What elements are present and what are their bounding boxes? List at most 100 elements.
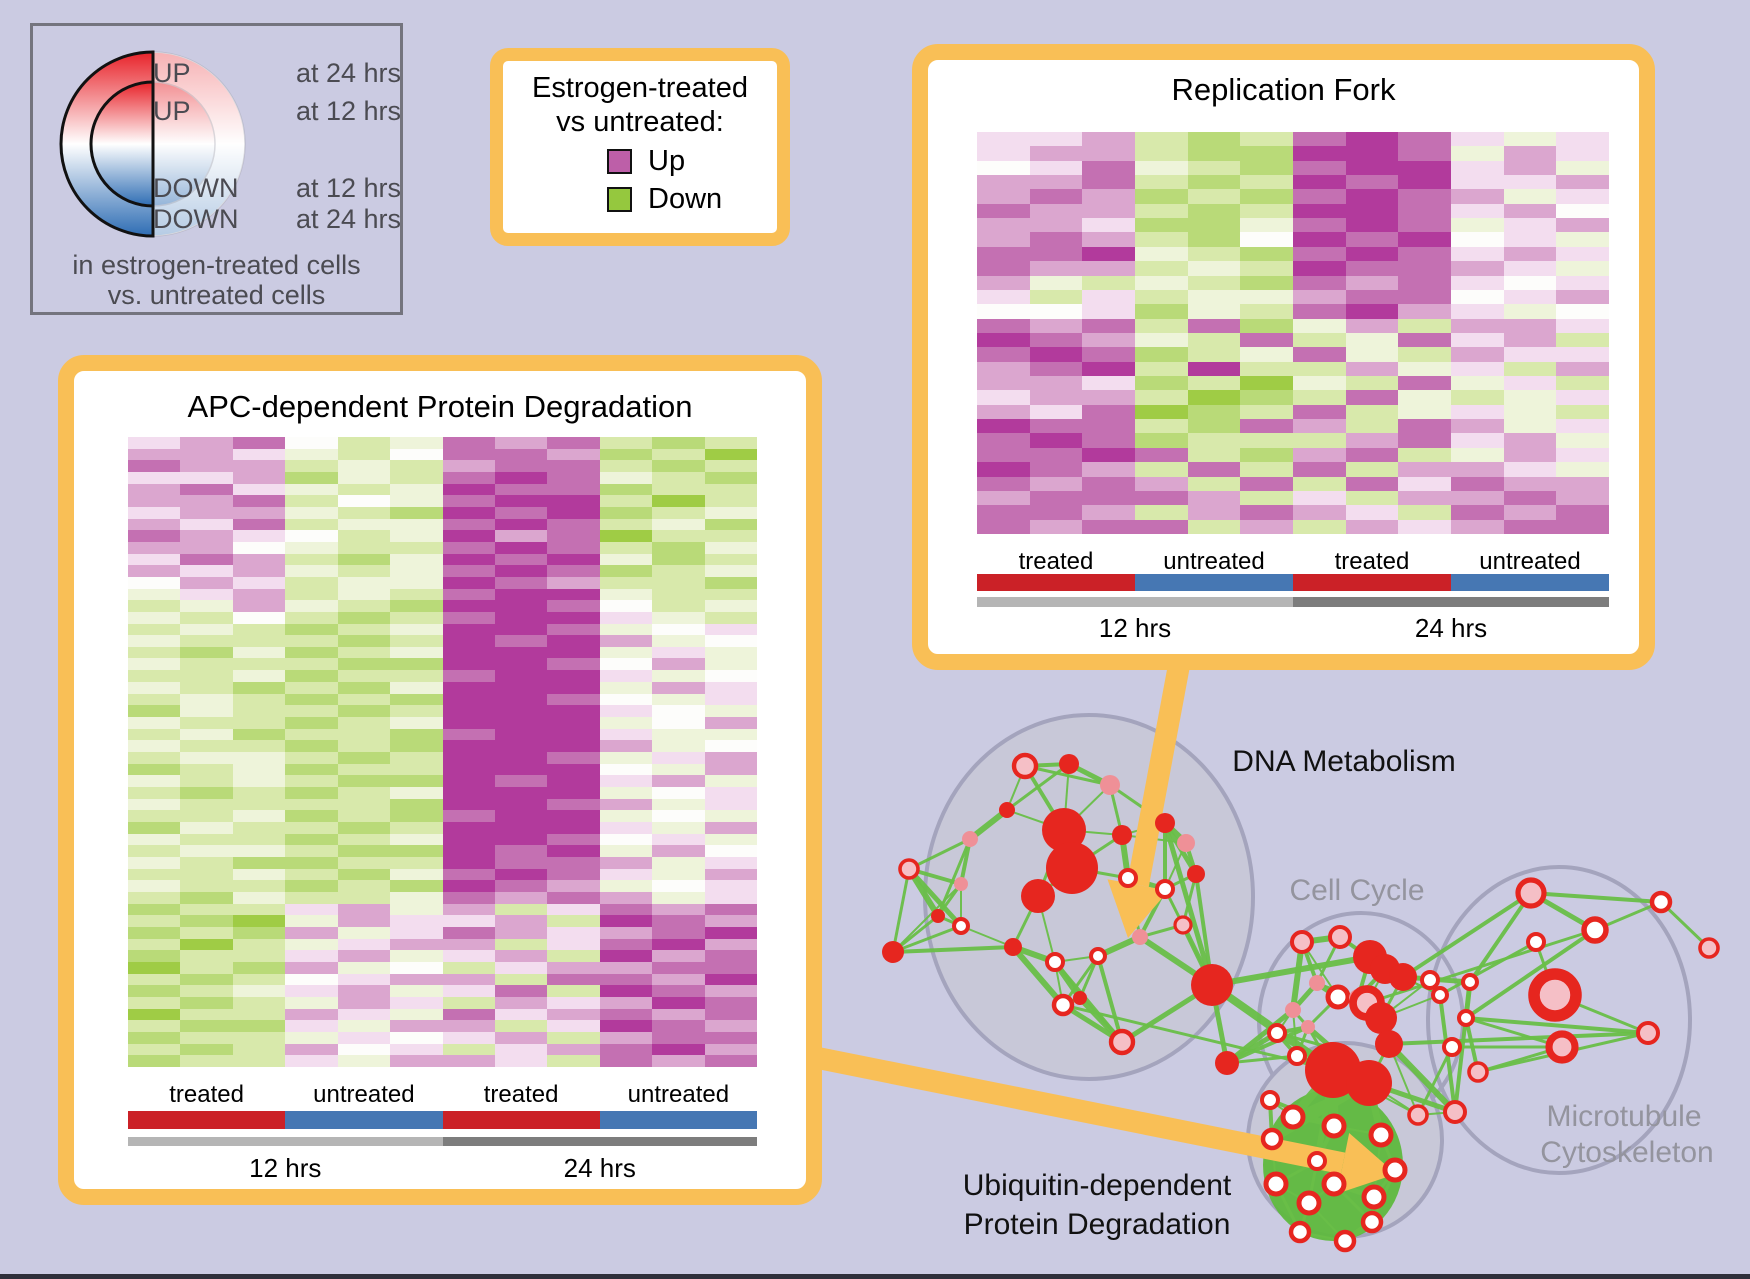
group-label-treated: treated xyxy=(1334,548,1410,575)
gene-node xyxy=(1046,842,1098,894)
gene-node xyxy=(1461,973,1479,991)
updown-circle-icon xyxy=(59,50,246,238)
gene-node xyxy=(1526,932,1546,952)
legend-direction: UP xyxy=(153,96,191,126)
gene-node xyxy=(1187,865,1205,883)
gene-node xyxy=(1021,879,1055,913)
legend-caption-line1: in estrogen-treated cells xyxy=(72,250,361,280)
legend-direction: UP xyxy=(153,58,191,88)
gene-node xyxy=(1263,1171,1289,1197)
estrogen-legend-title: Estrogen-treated vs untreated: xyxy=(503,71,777,139)
panel-arrow xyxy=(815,1047,1346,1175)
gene-node xyxy=(1260,1127,1284,1151)
time-label-12hrs: 12 hrs xyxy=(249,1153,322,1183)
gene-node xyxy=(1325,984,1351,1010)
gene-node xyxy=(1309,975,1325,991)
gene-node xyxy=(1361,1184,1387,1210)
gene-node xyxy=(1173,915,1193,935)
legend-direction: DOWN xyxy=(153,204,239,234)
gene-node xyxy=(1321,1113,1347,1139)
legend-time: at 24 hrs xyxy=(295,58,401,88)
estrogen-legend-title-line2: vs untreated: xyxy=(556,106,724,139)
gene-node xyxy=(1155,813,1175,833)
gene-node xyxy=(882,941,904,963)
replication-fork-title: Replication Fork xyxy=(1171,72,1396,107)
group-label-treated: treated xyxy=(169,1081,244,1108)
gene-node xyxy=(952,917,970,935)
replication-fork-panel: Replication Fork treated untreated treat… xyxy=(912,44,1655,670)
apc-time-labels: 12 hrs 24 hrs xyxy=(128,1153,757,1184)
gene-node xyxy=(1545,1030,1579,1064)
gene-node xyxy=(1443,1100,1467,1124)
gene-node xyxy=(1280,1104,1306,1130)
untreated-bar xyxy=(285,1111,443,1129)
estrogen-legend-title-line1: Estrogen-treated xyxy=(531,72,748,104)
treated-bar xyxy=(977,574,1135,591)
gene-node xyxy=(1177,834,1195,852)
gene-node xyxy=(1260,1090,1280,1110)
gene-node xyxy=(1287,1046,1307,1066)
gene-node xyxy=(954,877,968,891)
gene-node xyxy=(1698,937,1720,959)
gene-node xyxy=(1118,868,1138,888)
gene-node xyxy=(1191,964,1233,1006)
apc-time-bars xyxy=(128,1137,757,1146)
gene-node xyxy=(1307,1151,1327,1171)
legend-row-down: Down xyxy=(607,183,777,216)
estrogen-legend-box: Estrogen-treated vs untreated: Up Down xyxy=(490,48,790,246)
rf-group-labels: treated untreated treated untreated xyxy=(977,548,1609,576)
gene-node xyxy=(1004,938,1022,956)
legend-row-up-12: UP at 12 hrs xyxy=(153,96,401,127)
network-label-cell-cycle: Cell Cycle xyxy=(1289,874,1425,907)
circle-legend-box: UP at 24 hrs UP at 12 hrs DOWN at 12 hrs… xyxy=(30,23,403,315)
cluster-microtubule xyxy=(1426,865,1692,1175)
gene-node xyxy=(1420,970,1440,990)
gene-node xyxy=(1515,877,1547,909)
gene-node xyxy=(1132,929,1148,945)
gene-node xyxy=(1431,986,1449,1004)
gene-node xyxy=(1011,752,1039,780)
legend-direction: DOWN xyxy=(153,173,239,203)
gene-node xyxy=(1368,1122,1394,1148)
cluster-dna-metabolism xyxy=(923,713,1255,1081)
group-label-treated: treated xyxy=(1018,548,1094,575)
treated-bar xyxy=(128,1111,286,1129)
legend-row-up: Up xyxy=(607,145,777,178)
time-label-12hrs: 12 hrs xyxy=(1098,613,1172,643)
gene-node xyxy=(1375,1030,1403,1058)
gene-node xyxy=(898,858,920,880)
down-color-swatch xyxy=(607,187,632,213)
figure-bottom-edge xyxy=(0,1274,1750,1279)
gene-node xyxy=(1059,754,1079,774)
gene-node xyxy=(1288,1220,1312,1244)
gene-node xyxy=(1051,993,1075,1017)
time-label-24hrs: 24 hrs xyxy=(1414,613,1488,643)
gene-node xyxy=(1581,916,1609,944)
bar-12hrs xyxy=(128,1137,443,1146)
up-color-swatch xyxy=(607,149,632,175)
gene-node xyxy=(1112,825,1132,845)
apc-treatment-bars xyxy=(128,1111,757,1129)
legend-row-down-12: DOWN at 12 hrs xyxy=(153,173,401,204)
down-label: Down xyxy=(648,183,723,216)
gene-node xyxy=(1321,1171,1347,1197)
rf-time-bars xyxy=(977,597,1609,607)
treated-bar xyxy=(442,1111,600,1129)
gene-node xyxy=(1301,1020,1315,1034)
time-label-24hrs: 24 hrs xyxy=(563,1153,636,1183)
gene-node xyxy=(962,831,978,847)
network-label-microtubule-1: Microtubule xyxy=(1546,1100,1702,1133)
group-label-untreated: untreated xyxy=(1479,548,1581,575)
gene-node xyxy=(1215,1051,1239,1075)
gene-node xyxy=(1442,1037,1462,1057)
panel-arrow xyxy=(1127,657,1191,887)
legend-time: at 12 hrs xyxy=(295,96,401,126)
bar-24hrs xyxy=(1293,597,1609,607)
group-label-untreated: untreated xyxy=(627,1081,730,1108)
legend-caption-line2: vs. untreated cells xyxy=(107,280,326,310)
group-label-untreated: untreated xyxy=(1163,548,1265,575)
gene-node xyxy=(1155,879,1175,899)
network-label-microtubule-2: Cytoskeleton xyxy=(1540,1136,1714,1169)
gene-node xyxy=(1528,968,1582,1022)
